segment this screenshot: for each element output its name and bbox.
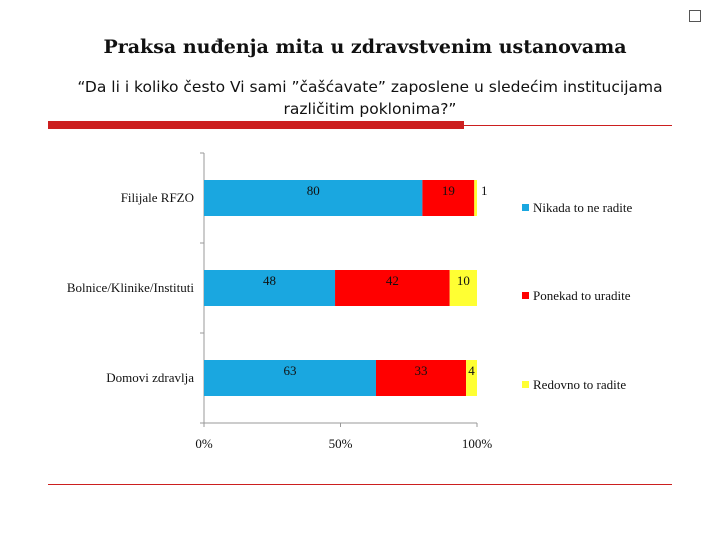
data-label: 4 <box>468 363 475 378</box>
bar-segment <box>422 180 475 216</box>
chart-title: Praksa nuđenja mita u zdravstvenim ustan… <box>103 36 627 58</box>
category-label: Domovi zdravlja <box>106 370 194 385</box>
subtitle-line-1: “Da li i koliko često Vi sami ”čašćavate… <box>77 78 663 96</box>
x-tick-label: 100% <box>462 436 493 451</box>
legend-label: Ponekad to uradite <box>533 288 631 303</box>
data-label: 80 <box>307 183 320 198</box>
bar-segment <box>204 270 336 306</box>
bar-segment <box>204 180 423 216</box>
data-label: 19 <box>442 183 455 198</box>
corner-square-icon <box>689 10 701 22</box>
data-label: 33 <box>415 363 428 378</box>
data-label: 63 <box>283 363 296 378</box>
data-label: 48 <box>263 273 276 288</box>
bottom-rule <box>48 484 672 485</box>
top-accent-bar <box>48 121 464 129</box>
bar-segment <box>466 360 477 396</box>
bar-segment <box>335 270 450 306</box>
data-label: 1 <box>481 183 488 198</box>
legend-label: Nikada to ne radite <box>533 200 632 215</box>
legend-swatch <box>522 292 529 299</box>
bar-segment <box>474 180 477 216</box>
data-label: 10 <box>457 273 470 288</box>
legend-swatch <box>522 204 529 211</box>
bar-segment <box>204 360 376 396</box>
chart-subtitle: “Da li i koliko često Vi sami ”čašćavate… <box>30 76 710 120</box>
legend-label: Redovno to radite <box>533 377 626 392</box>
x-tick-label: 0% <box>195 436 213 451</box>
data-label: 42 <box>386 273 399 288</box>
bar-segment <box>375 360 467 396</box>
subtitle-line-2: različitim poklonima?” <box>283 100 457 118</box>
top-accent-line <box>464 125 672 126</box>
category-label: Filijale RFZO <box>121 190 194 205</box>
bar-segment <box>449 270 477 306</box>
legend-swatch <box>522 381 529 388</box>
category-label: Bolnice/Klinike/Instituti <box>67 280 194 295</box>
x-tick-label: 50% <box>329 436 353 451</box>
